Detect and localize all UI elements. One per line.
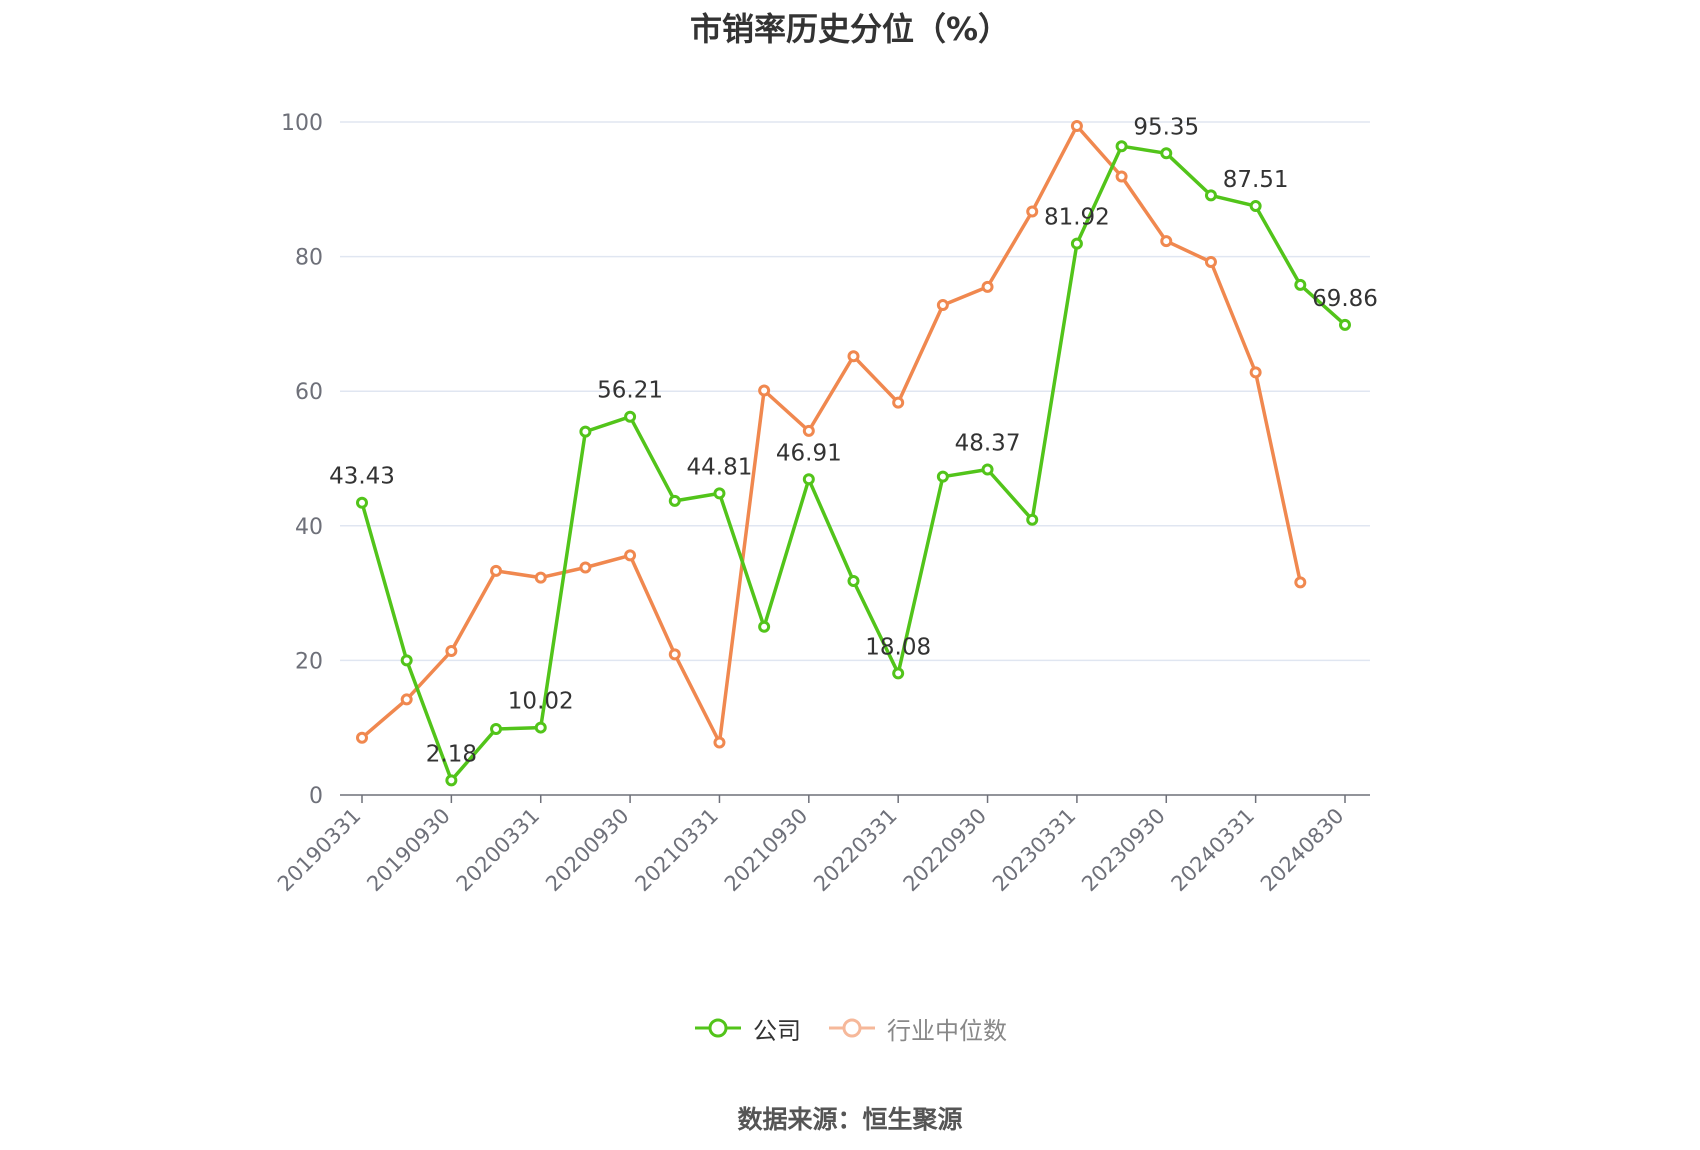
y-tick-label: 40 xyxy=(295,515,323,540)
data-label: 95.35 xyxy=(1133,114,1199,140)
series-line-行业中位数 xyxy=(360,124,1303,745)
axes: 0 20 40 60 80 100 2019033120190930202003312020… xyxy=(273,111,1370,896)
data-label: 56.21 xyxy=(597,378,663,404)
data-source: 数据来源：恒生聚源 xyxy=(737,1105,963,1134)
data-point xyxy=(1115,140,1128,153)
data-point xyxy=(847,574,860,587)
data-point xyxy=(668,648,681,661)
x-tick-label: 20210930 xyxy=(720,804,813,897)
data-point xyxy=(579,425,592,438)
data-point xyxy=(1026,205,1039,218)
grid-lines xyxy=(340,121,1370,662)
legend-company-label: 公司 xyxy=(753,1016,801,1045)
data-point xyxy=(1070,237,1083,250)
data-point xyxy=(892,667,905,680)
x-tick-label: 20220331 xyxy=(809,804,902,897)
data-point xyxy=(936,299,949,312)
data-point xyxy=(579,561,592,574)
legend-item-company[interactable]: 公司 xyxy=(693,1011,801,1046)
legend-item-industry[interactable]: 行业中位数 xyxy=(827,1011,1007,1046)
data-label: 18.08 xyxy=(865,634,931,660)
series-line-公司 xyxy=(360,144,1347,783)
data-point xyxy=(892,396,905,409)
data-point xyxy=(356,731,368,744)
data-point xyxy=(668,494,681,507)
data-label: 43.43 xyxy=(329,464,395,490)
data-point xyxy=(1204,255,1217,268)
data-point xyxy=(1115,170,1128,183)
y-tick-label: 60 xyxy=(295,380,323,405)
y-tick-label: 20 xyxy=(295,649,323,674)
data-point xyxy=(1026,513,1039,526)
legend-industry-label: 行业中位数 xyxy=(887,1016,1007,1045)
data-point xyxy=(847,350,860,363)
chart-title: 市销率历史分位（%） xyxy=(689,10,1011,48)
legend-industry-icon xyxy=(829,1018,875,1038)
data-label: 81.92 xyxy=(1044,205,1110,231)
data-label: 69.86 xyxy=(1312,286,1378,312)
data-label: 46.91 xyxy=(776,440,842,466)
data-point xyxy=(802,473,815,486)
data-label: 87.51 xyxy=(1223,167,1289,193)
data-point xyxy=(624,410,637,423)
data-labels: 43.43 2.18 10.02 56.21 44.81 46.91 18.08 48.37 8… xyxy=(329,114,1378,767)
data-point xyxy=(534,571,547,584)
data-point xyxy=(624,549,637,562)
x-tick-label: 20240331 xyxy=(1167,804,1260,897)
y-tick-label: 80 xyxy=(295,246,323,271)
data-point xyxy=(936,470,949,483)
y-tick-label: 100 xyxy=(281,111,323,136)
data-point xyxy=(1160,235,1173,248)
data-label: 2.18 xyxy=(426,741,477,767)
data-point xyxy=(981,280,994,293)
data-point xyxy=(713,736,726,749)
x-tick-label: 20200930 xyxy=(541,804,634,897)
data-point xyxy=(1294,278,1307,291)
data-label: 10.02 xyxy=(508,689,574,715)
data-point xyxy=(758,384,771,397)
x-tick-label: 20220930 xyxy=(899,804,992,897)
legend: 公司 行业中位数 xyxy=(0,1010,1700,1046)
data-point xyxy=(981,463,994,476)
data-point xyxy=(490,723,503,736)
y-tick-label: 0 xyxy=(309,784,323,809)
data-point xyxy=(1249,200,1262,213)
data-label: 44.81 xyxy=(687,454,753,480)
data-point xyxy=(400,654,413,667)
data-point xyxy=(1294,576,1307,589)
x-tick-label: 20240830 xyxy=(1256,804,1349,897)
x-tick-label: 20230930 xyxy=(1077,804,1170,897)
x-tick-label: 20190930 xyxy=(362,804,455,897)
data-point xyxy=(400,693,413,706)
series xyxy=(356,120,1351,787)
data-point xyxy=(1339,318,1351,331)
data-point xyxy=(445,774,458,787)
data-point xyxy=(445,644,458,657)
data-point xyxy=(713,487,726,500)
data-point xyxy=(802,424,815,437)
data-point xyxy=(1249,366,1262,379)
data-label: 48.37 xyxy=(955,430,1021,456)
legend-company-icon xyxy=(695,1018,741,1038)
data-point xyxy=(356,496,368,509)
data-point xyxy=(1160,147,1173,160)
x-tick-label: 20210331 xyxy=(630,804,723,897)
data-point xyxy=(1204,189,1217,202)
data-point xyxy=(490,564,503,577)
line-chart: 0 20 40 60 80 100 2019033120190930202003312020… xyxy=(273,111,1378,896)
data-point xyxy=(534,721,547,734)
x-tick-label: 20200331 xyxy=(452,804,545,897)
data-point xyxy=(1070,120,1083,133)
x-tick-label: 20230331 xyxy=(988,804,1081,897)
data-point xyxy=(758,620,771,633)
x-tick-label: 20190331 xyxy=(273,804,366,897)
